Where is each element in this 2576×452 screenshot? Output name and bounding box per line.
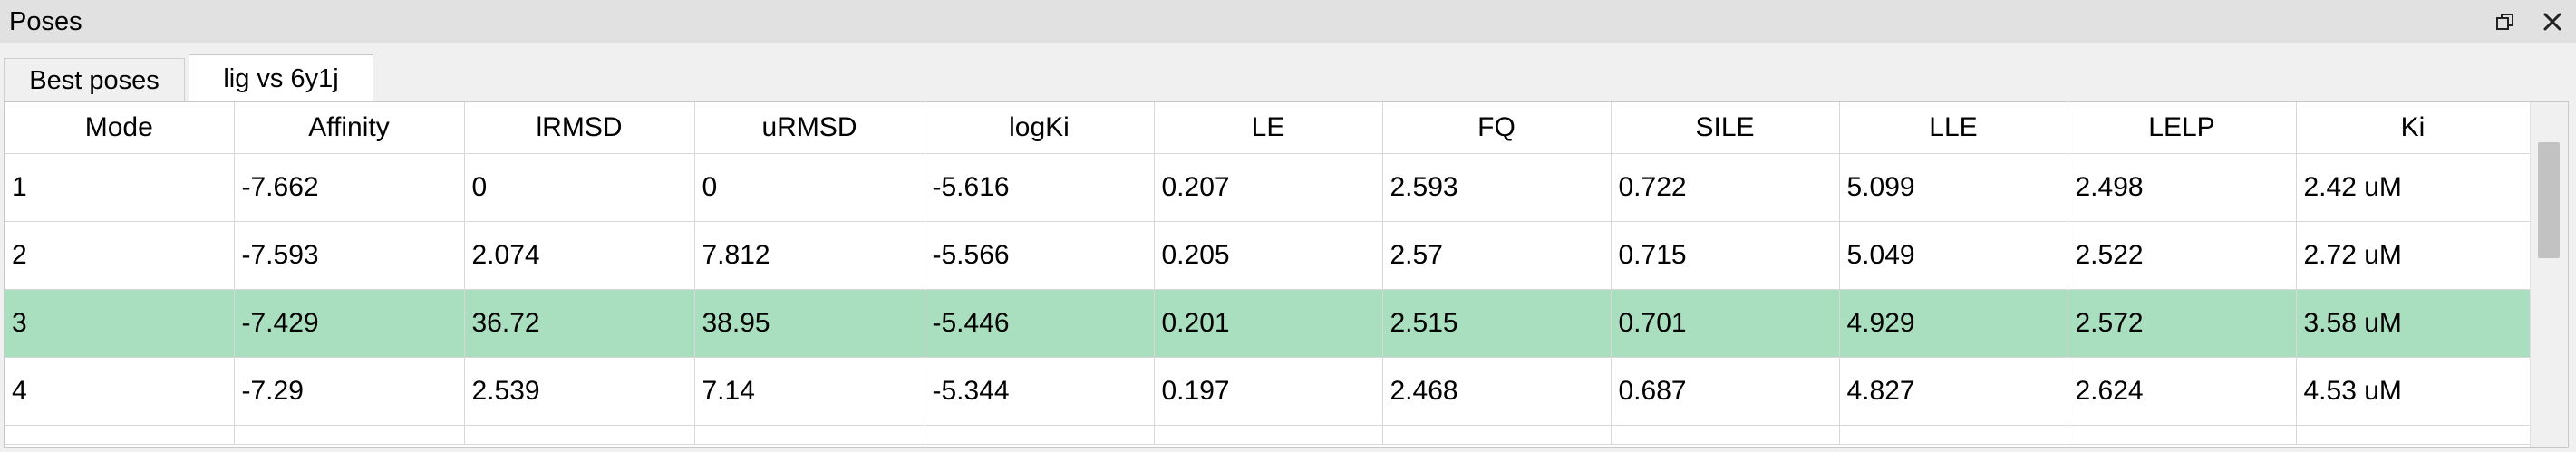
vertical-scrollbar[interactable] (2530, 102, 2568, 447)
panel-titlebar: Poses (0, 0, 2576, 43)
table-cell: -7.662 (234, 153, 465, 222)
table-cell: 0.205 (1154, 221, 1383, 290)
poses-table-frame: Mode Affinity lRMSD uRMSD logKi LE FQ SILE LLE LE… (4, 101, 2569, 448)
table-cell: -5.616 (925, 153, 1155, 222)
close-icon[interactable] (2538, 7, 2567, 36)
table-cell: 7.14 (694, 357, 925, 426)
tab-bar: Best poses lig vs 6y1j (0, 51, 2576, 101)
table-cell (1839, 425, 2068, 445)
table-cell: 4.827 (1839, 357, 2068, 426)
table-cell: 2.593 (1382, 153, 1612, 222)
table-cell: 0 (464, 153, 695, 222)
table-cell: 2.572 (2068, 289, 2297, 358)
table-cell (464, 425, 695, 445)
table-cell (1154, 425, 1383, 445)
table-cell: -5.344 (925, 357, 1155, 426)
table-cell: 2 (5, 221, 235, 290)
table-cell: 2.57 (1382, 221, 1612, 290)
table-cell: 3.58 uM (2296, 289, 2531, 358)
table-cell: 2.42 uM (2296, 153, 2531, 222)
column-header-mode[interactable]: Mode (5, 102, 235, 154)
table-cell (5, 425, 235, 445)
table-cell (234, 425, 465, 445)
poses-table: Mode Affinity lRMSD uRMSD logKi LE FQ SILE LLE LE… (5, 102, 2531, 445)
table-cell (925, 425, 1155, 445)
table-cell (1611, 425, 1840, 445)
table-row[interactable] (5, 425, 2531, 445)
table-row[interactable]: 1 -7.662 0 0 -5.616 0.207 2.593 0.722 5.099 2.498… (5, 153, 2531, 222)
table-cell: 4.929 (1839, 289, 2068, 358)
table-cell: -5.566 (925, 221, 1155, 290)
table-cell: 0.207 (1154, 153, 1383, 222)
column-header-logki[interactable]: logKi (925, 102, 1155, 154)
table-cell: 1 (5, 153, 235, 222)
table-cell: 3 (5, 289, 235, 358)
table-cell: 2.074 (464, 221, 695, 290)
table-cell: 2.498 (2068, 153, 2297, 222)
table-cell (2296, 425, 2531, 445)
table-cell: 4.53 uM (2296, 357, 2531, 426)
column-header-urmsd[interactable]: uRMSD (694, 102, 925, 154)
column-header-lle[interactable]: LLE (1839, 102, 2068, 154)
table-cell: 0.201 (1154, 289, 1383, 358)
table-cell: 0.722 (1611, 153, 1840, 222)
table-cell: 38.95 (694, 289, 925, 358)
table-cell: 5.099 (1839, 153, 2068, 222)
table-cell: 0.687 (1611, 357, 1840, 426)
table-cell: 0.701 (1611, 289, 1840, 358)
table-cell: 2.522 (2068, 221, 2297, 290)
tab-best-poses[interactable]: Best poses (4, 58, 185, 101)
table-row[interactable]: 3 -7.429 36.72 38.95 -5.446 0.201 2.515 0.701 4.… (5, 289, 2531, 358)
table-cell: 2.539 (464, 357, 695, 426)
column-header-le[interactable]: LE (1154, 102, 1383, 154)
column-header-lrmsd[interactable]: lRMSD (464, 102, 695, 154)
column-header-fq[interactable]: FQ (1382, 102, 1612, 154)
table-cell (694, 425, 925, 445)
column-header-affinity[interactable]: Affinity (234, 102, 465, 154)
table-cell: 2.515 (1382, 289, 1612, 358)
panel-title: Poses (9, 7, 82, 36)
column-header-ki[interactable]: Ki (2296, 102, 2531, 154)
table-cell: 2.468 (1382, 357, 1612, 426)
table-cell: 0.197 (1154, 357, 1383, 426)
table-cell: -7.429 (234, 289, 465, 358)
table-cell (2068, 425, 2297, 445)
restore-window-icon[interactable] (2491, 7, 2520, 36)
table-cell: 2.72 uM (2296, 221, 2531, 290)
table-cell: 0.715 (1611, 221, 1840, 290)
table-cell: -5.446 (925, 289, 1155, 358)
table-cell: -7.593 (234, 221, 465, 290)
table-cell: 36.72 (464, 289, 695, 358)
table-cell: 2.624 (2068, 357, 2297, 426)
table-cell: 0 (694, 153, 925, 222)
column-header-sile[interactable]: SILE (1611, 102, 1840, 154)
table-row[interactable]: 2 -7.593 2.074 7.812 -5.566 0.205 2.57 0.715 5.0… (5, 221, 2531, 290)
table-cell (1382, 425, 1612, 445)
table-header-row: Mode Affinity lRMSD uRMSD logKi LE FQ SILE LLE LE… (5, 102, 2531, 154)
column-header-lelp[interactable]: LELP (2068, 102, 2297, 154)
table-cell: 4 (5, 357, 235, 426)
table-row[interactable]: 4 -7.29 2.539 7.14 -5.344 0.197 2.468 0.687 4.82… (5, 357, 2531, 426)
table-cell: 7.812 (694, 221, 925, 290)
table-cell: 5.049 (1839, 221, 2068, 290)
table-cell: -7.29 (234, 357, 465, 426)
tab-lig-vs-6y1j[interactable]: lig vs 6y1j (189, 54, 373, 101)
scrollbar-thumb[interactable] (2538, 142, 2560, 258)
